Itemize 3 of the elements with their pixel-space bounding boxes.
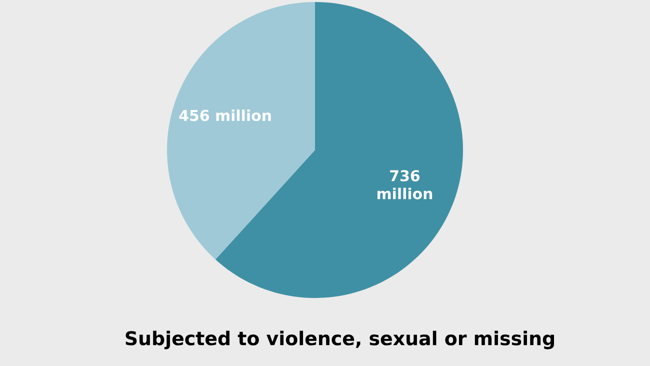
data-label: 456 million: [179, 110, 271, 122]
text: Subjected to violence, sexual or missing: [126, 330, 554, 350]
data-label: 736 million: [377, 170, 432, 200]
